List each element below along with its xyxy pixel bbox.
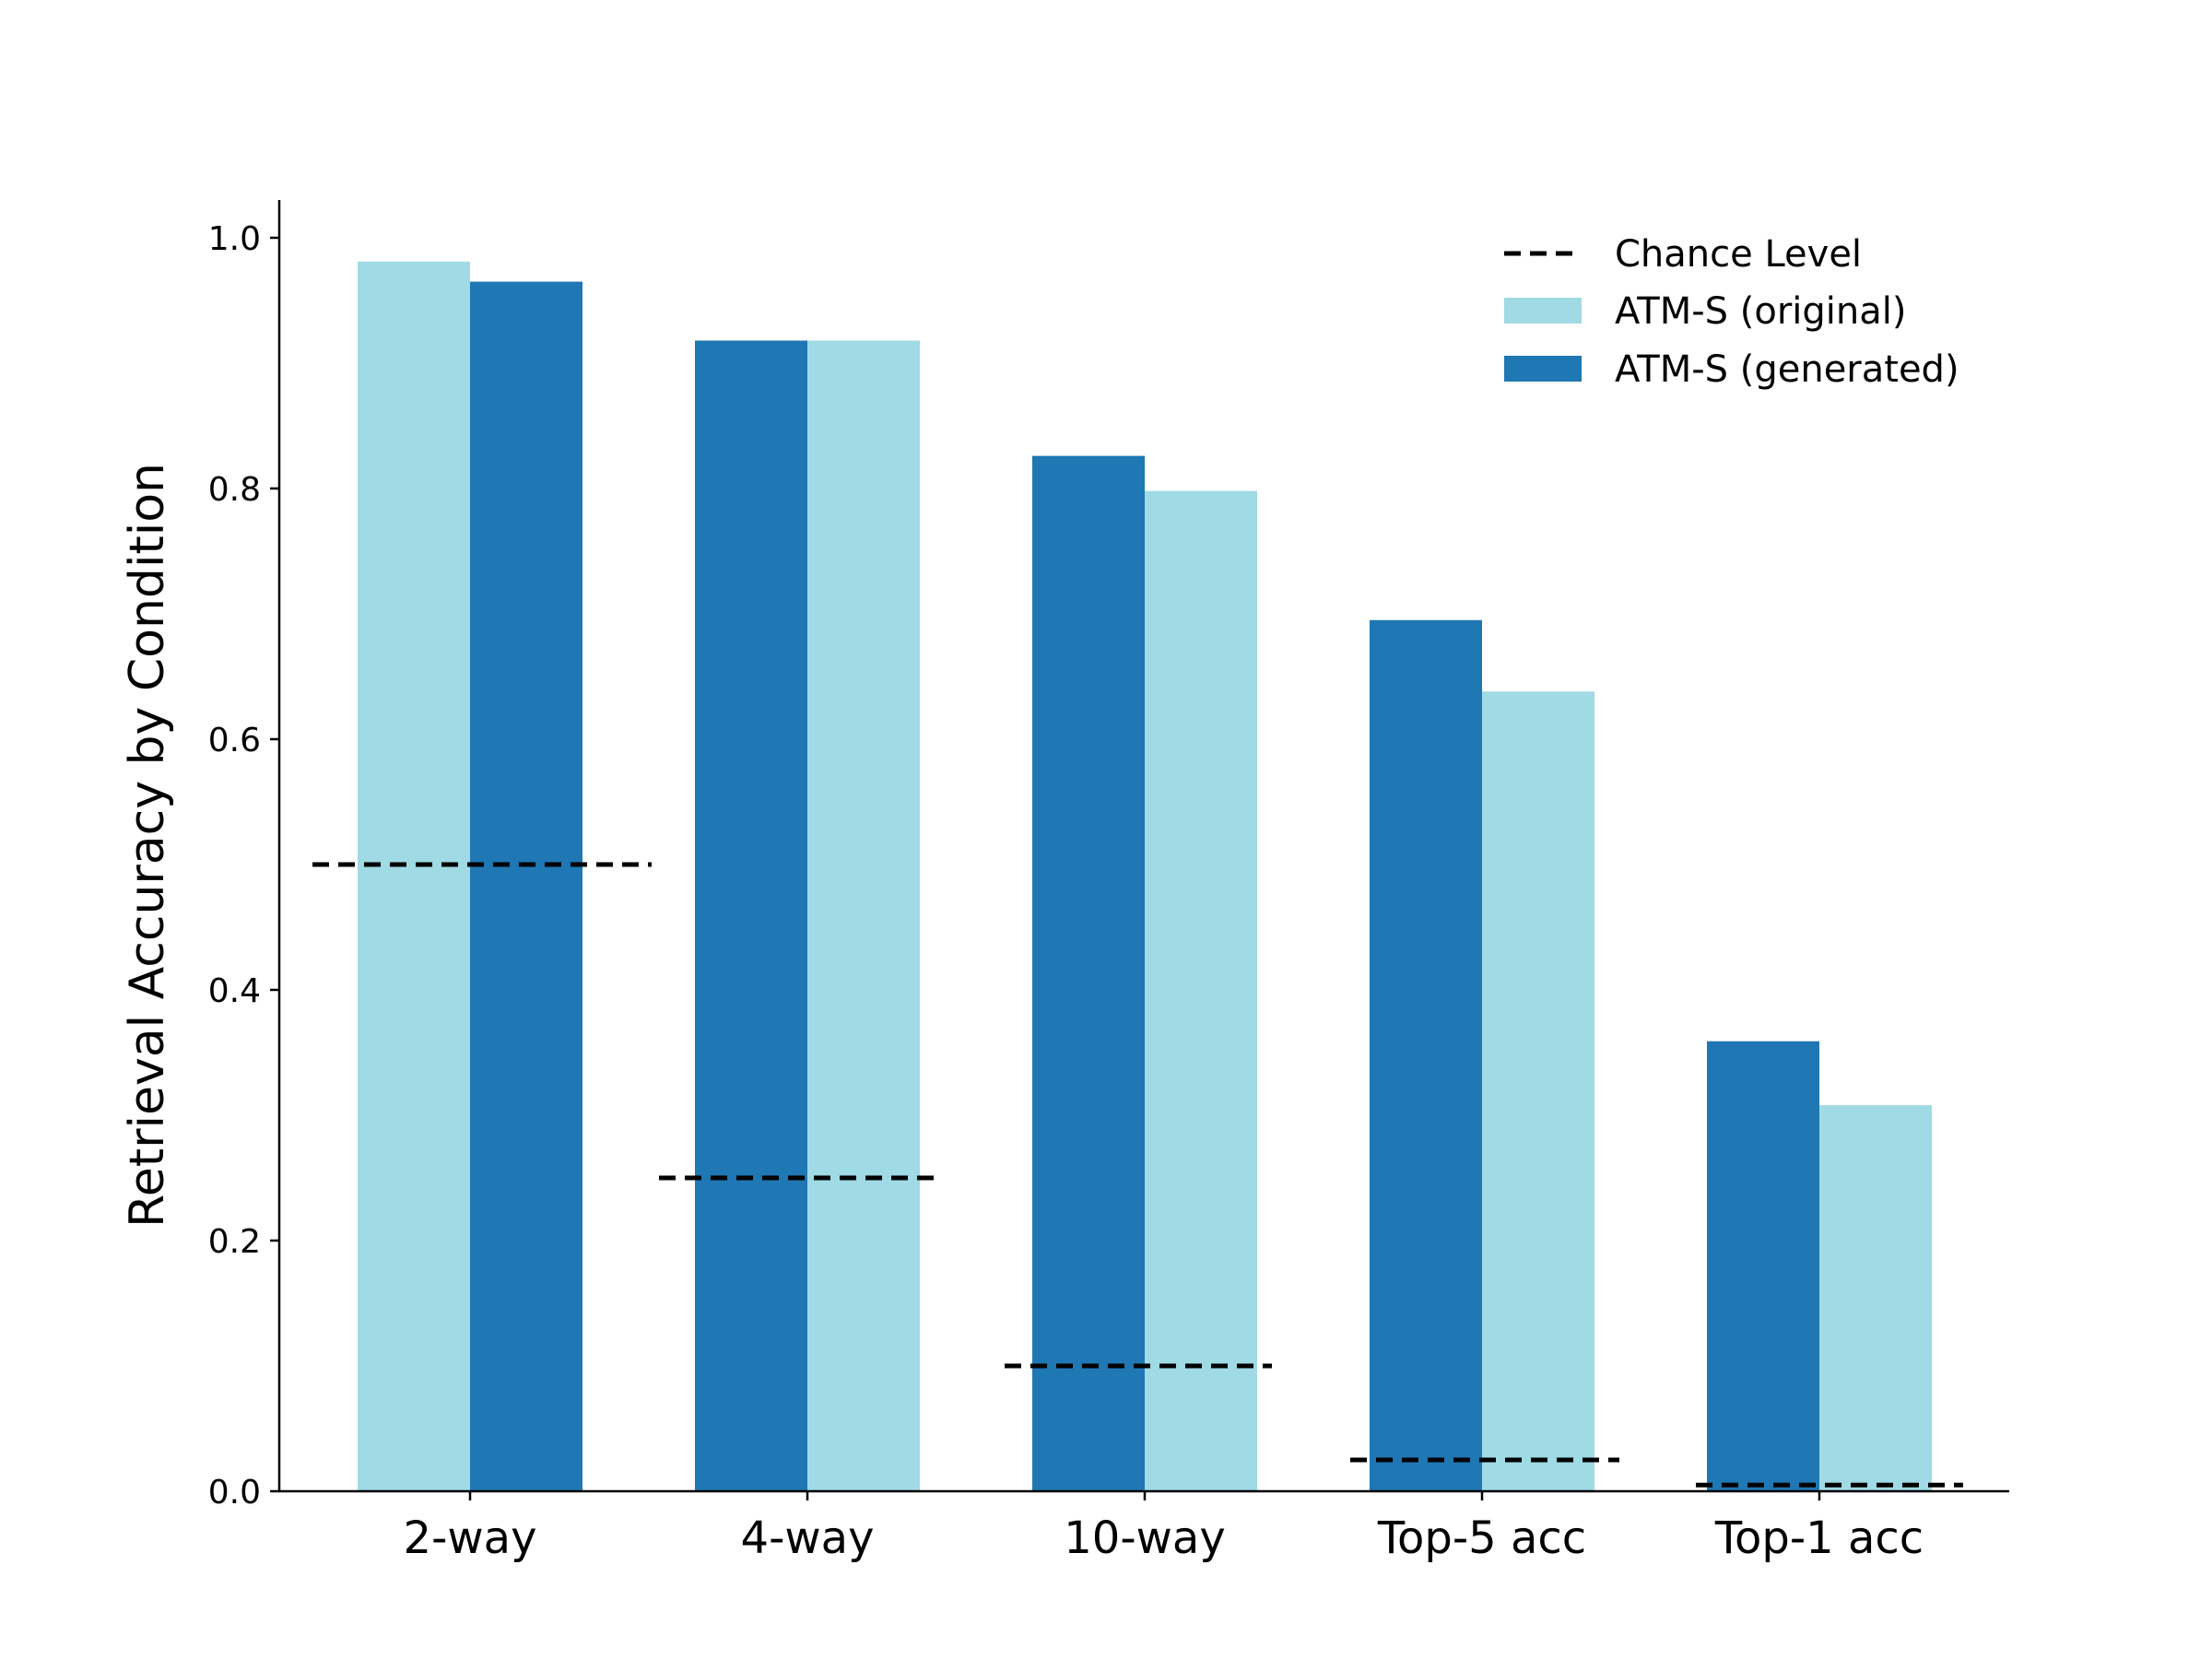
- bar-original-4: [1819, 1105, 1932, 1491]
- legend-generated-label: ATM-S (generated): [1615, 348, 1959, 391]
- x-tick-label: 2-way: [404, 1512, 537, 1564]
- bar-original-1: [807, 340, 920, 1491]
- y-ticks-group: 0.0 0.2 0.4 0.6 0.8 1.0: [208, 220, 279, 1512]
- bars-group: [358, 261, 1932, 1492]
- legend-generated-swatch: [1504, 356, 1582, 382]
- x-tick-label: 4-way: [741, 1512, 875, 1564]
- legend: Chance Level ATM-S (original) ATM-S (gener…: [1504, 233, 1959, 391]
- x-tick-label: Top-5 acc: [1377, 1512, 1586, 1564]
- bar-generated-2: [1032, 455, 1145, 1491]
- y-tick-label: 0.4: [208, 972, 261, 1010]
- bar-generated-1: [695, 340, 807, 1491]
- y-tick-label: 1.0: [208, 220, 261, 258]
- chance-lines-group: [312, 862, 1963, 1488]
- x-tick-label: 10-way: [1064, 1512, 1225, 1564]
- y-tick-label: 0.8: [208, 471, 261, 509]
- y-tick-label: 0.0: [208, 1474, 261, 1512]
- bar-generated-0: [470, 281, 582, 1492]
- bar-original-2: [1145, 490, 1257, 1491]
- y-tick-label: 0.2: [208, 1223, 261, 1261]
- legend-original-swatch: [1504, 298, 1582, 324]
- bar-generated-3: [1370, 619, 1482, 1491]
- bar-generated-4: [1707, 1041, 1819, 1491]
- y-tick-label: 0.6: [208, 722, 261, 759]
- x-tick-label: Top-1 acc: [1714, 1512, 1924, 1564]
- legend-original-label: ATM-S (original): [1615, 290, 1906, 333]
- bar-original-0: [358, 261, 470, 1492]
- x-ticks-group: 2-way 4-way 10-way Top-5 acc Top-1 acc: [404, 1491, 1924, 1564]
- y-axis-title: Retrieval Accuracy by Condition: [120, 463, 175, 1228]
- bar-original-3: [1482, 691, 1594, 1491]
- legend-chance-label: Chance Level: [1615, 233, 1862, 276]
